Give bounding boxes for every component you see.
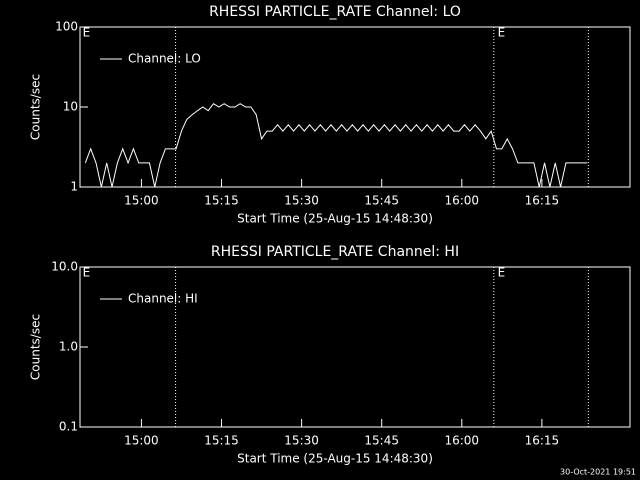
data-line: [84, 103, 588, 188]
legend-label: Channel: LO: [128, 52, 201, 66]
y-tick-label: 10: [63, 100, 78, 114]
x-tick-label: 15:15: [204, 434, 239, 448]
y-tick-label: 1: [70, 180, 78, 194]
x-tick-label: 16:15: [525, 434, 560, 448]
x-tick-label: 16:15: [525, 194, 560, 208]
annotation: E: [83, 26, 91, 40]
y-tick-label: 100: [55, 20, 78, 34]
y-tick-label: 1.0: [59, 340, 78, 354]
x-tick-label: 15:15: [204, 194, 239, 208]
y-axis-label: Counts/sec: [29, 314, 43, 380]
x-tick-label: 15:45: [364, 434, 399, 448]
y-axis-label: Counts/sec: [29, 74, 43, 140]
chart-title: RHESSI PARTICLE_RATE Channel: LO: [209, 4, 461, 20]
x-tick-label: 15:30: [284, 194, 319, 208]
y-tick-label: 10.0: [51, 260, 78, 274]
annotation: E: [498, 266, 506, 280]
x-axis-label: Start Time (25-Aug-15 14:48:30): [237, 452, 433, 466]
x-tick-label: 16:00: [444, 194, 479, 208]
x-tick-label: 15:00: [124, 434, 159, 448]
annotation: E: [498, 26, 506, 40]
chart-title: RHESSI PARTICLE_RATE Channel: HI: [211, 244, 459, 260]
timestamp: 30-Oct-2021 19:51: [560, 468, 636, 477]
x-tick-label: 16:00: [444, 434, 479, 448]
legend-label: Channel: HI: [128, 292, 198, 306]
y-tick-label: 0.1: [59, 420, 78, 434]
x-tick-label: 15:30: [284, 434, 319, 448]
x-tick-label: 15:45: [364, 194, 399, 208]
x-tick-label: 15:00: [124, 194, 159, 208]
annotation: E: [83, 266, 91, 280]
x-axis-label: Start Time (25-Aug-15 14:48:30): [237, 212, 433, 226]
